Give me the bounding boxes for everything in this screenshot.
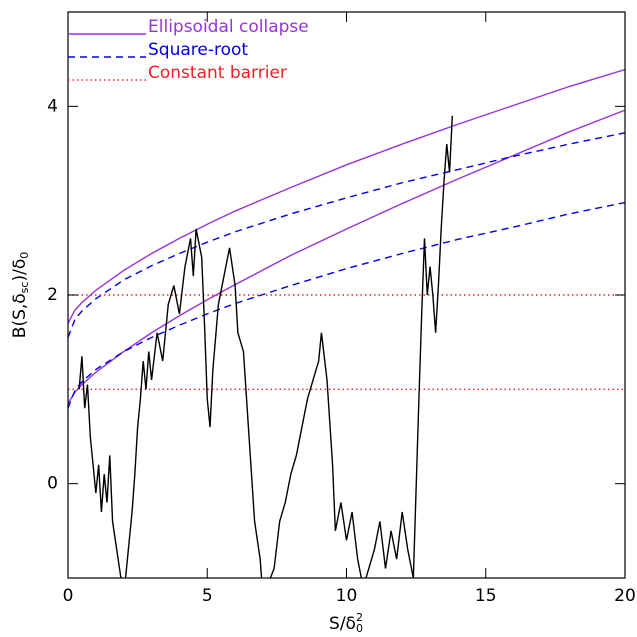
x-tick-label: 15 [475,586,497,606]
legend-label: Square-root [148,40,248,60]
series-line [68,109,625,404]
plot-area [68,68,625,578]
y-tick-label: 2 [47,285,58,305]
x-axis-label: S/δ02 [329,611,363,635]
x-tick-label: 10 [336,586,358,606]
x-tick-label: 0 [63,586,74,606]
series-line [68,68,625,324]
y-tick-label: 4 [47,96,58,116]
x-tick-label: 5 [202,586,213,606]
y-tick-label: 0 [47,474,58,494]
series-line [68,201,625,409]
series-line [78,115,454,578]
legend-label: Constant barrier [148,63,287,83]
y-axis-label: B(S,δsc)/δ0 [10,252,31,338]
series-line [68,132,625,338]
legend-label: Ellipsoidal collapse [148,17,309,37]
x-tick-label: 20 [614,586,636,606]
